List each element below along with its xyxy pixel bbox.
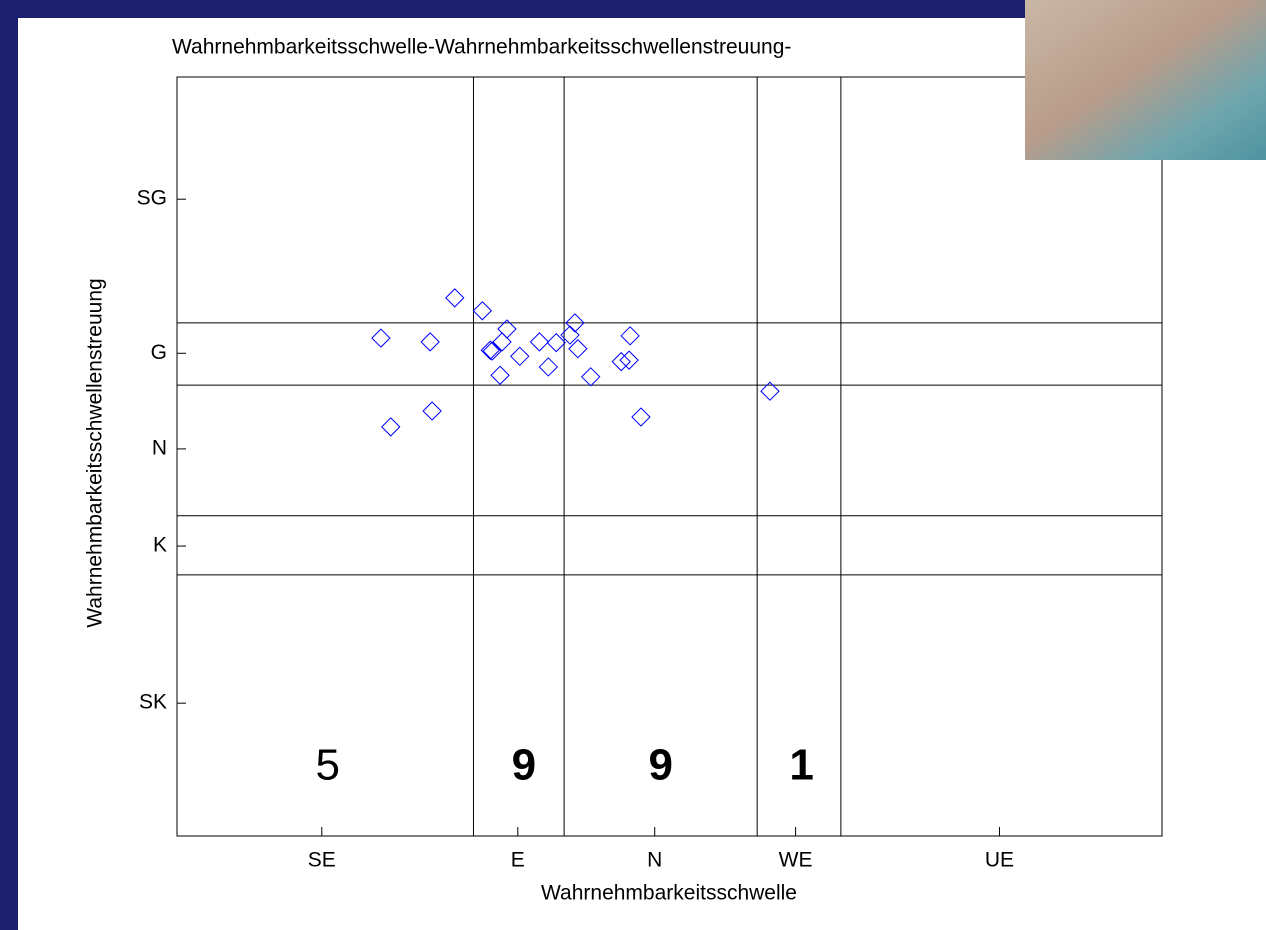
count-annotation: 1 bbox=[789, 741, 813, 790]
x-axis-label: Wahrnehmbarkeitsschwelle bbox=[541, 882, 797, 905]
data-point bbox=[382, 418, 400, 436]
data-point bbox=[539, 358, 557, 376]
y-tick-label: SK bbox=[139, 691, 167, 714]
x-tick-label: N bbox=[647, 849, 662, 872]
x-tick-label: UE bbox=[985, 849, 1014, 872]
y-tick-label: N bbox=[152, 436, 167, 459]
count-annotation: 5 bbox=[316, 741, 340, 790]
y-tick-label: G bbox=[151, 341, 167, 364]
data-point bbox=[621, 327, 639, 345]
plot-frame bbox=[177, 77, 1162, 836]
count-annotation: 9 bbox=[512, 741, 536, 790]
left-band bbox=[0, 0, 18, 930]
x-tick-label: E bbox=[511, 849, 525, 872]
data-point bbox=[511, 347, 529, 365]
data-point bbox=[493, 333, 511, 351]
data-point bbox=[423, 402, 441, 420]
photo bbox=[1025, 0, 1266, 160]
chart: Wahrnehmbarkeitsschwelle-Wahrnehmbarkeit… bbox=[0, 0, 1266, 930]
marks: SE E N WE UE SK K N G SG 5 9 9 1 bbox=[137, 77, 1162, 872]
y-tick-label: SG bbox=[137, 187, 167, 210]
x-tick-label: SE bbox=[308, 849, 336, 872]
data-point bbox=[372, 329, 390, 347]
data-point bbox=[446, 289, 464, 307]
data-point bbox=[632, 408, 650, 426]
x-tick-label: WE bbox=[779, 849, 813, 872]
count-annotation: 9 bbox=[648, 741, 672, 790]
data-point bbox=[491, 366, 509, 384]
data-point bbox=[421, 333, 439, 351]
y-tick-label: K bbox=[153, 534, 167, 557]
data-point bbox=[473, 302, 491, 320]
data-point bbox=[582, 368, 600, 386]
data-point bbox=[530, 333, 548, 351]
chart-title: Wahrnehmbarkeitsschwelle-Wahrnehmbarkeit… bbox=[172, 36, 791, 59]
y-axis-label: Wahrnehmbarkeitsschwellenstreuung bbox=[84, 278, 107, 627]
